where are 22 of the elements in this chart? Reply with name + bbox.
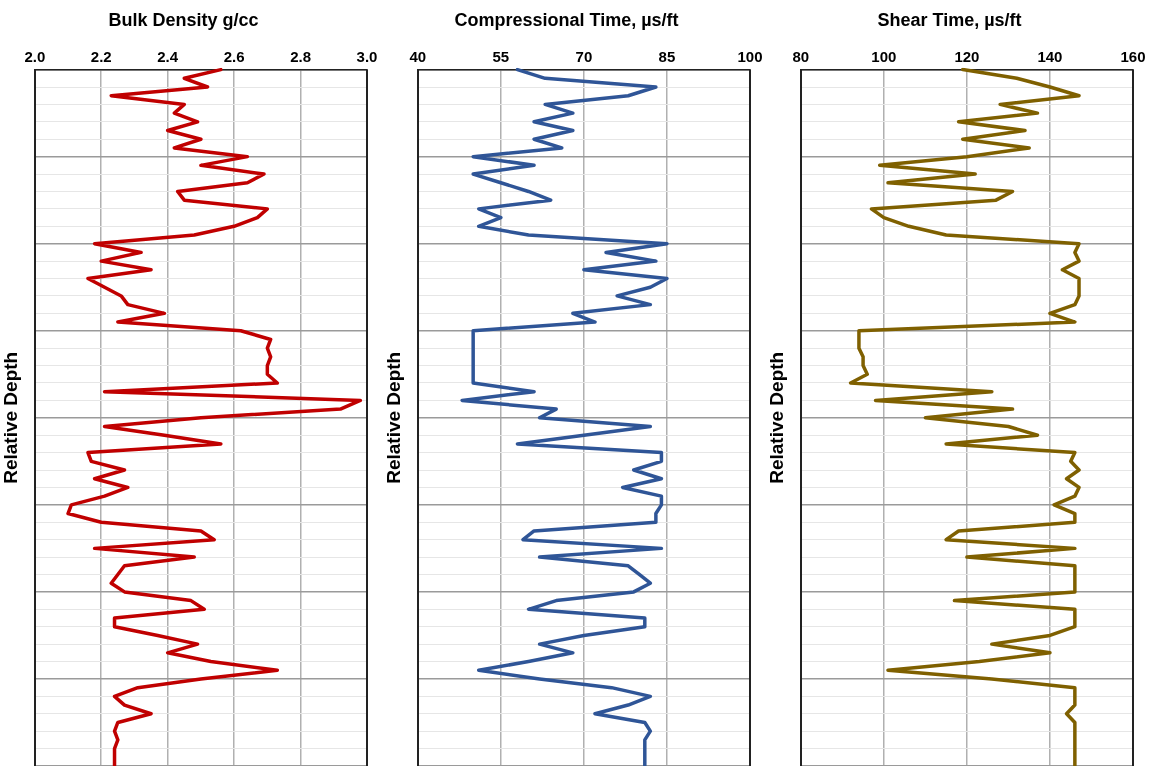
x-tick-label: 2.0 — [24, 47, 46, 65]
y-axis-title: Relative Depth — [382, 351, 404, 484]
chart-title: Bulk Density g/cc — [108, 9, 259, 30]
x-tick-label: 80 — [792, 47, 810, 65]
x-tick-label: 2.6 — [223, 47, 245, 65]
x-tick-label: 40 — [409, 47, 427, 65]
x-tick-label: 2.2 — [90, 47, 112, 65]
x-tick-label: 120 — [954, 47, 980, 65]
x-tick-label: 70 — [575, 47, 593, 65]
x-tick-label: 3.0 — [356, 47, 378, 65]
x-tick-label: 85 — [658, 47, 676, 65]
x-tick-label: 100 — [871, 47, 897, 65]
x-tick-label: 160 — [1120, 47, 1146, 65]
y-axis-title: Relative Depth — [765, 351, 787, 484]
chart-title: Shear Time, µs/ft — [877, 9, 1022, 30]
x-tick-label: 140 — [1037, 47, 1063, 65]
x-tick-label: 100 — [737, 47, 763, 65]
chart-title: Compressional Time, µs/ft — [454, 9, 679, 30]
x-tick-label: 55 — [492, 47, 510, 65]
y-axis-title: Relative Depth — [0, 351, 21, 484]
x-tick-label: 2.4 — [157, 47, 179, 65]
x-tick-label: 2.8 — [290, 47, 311, 65]
